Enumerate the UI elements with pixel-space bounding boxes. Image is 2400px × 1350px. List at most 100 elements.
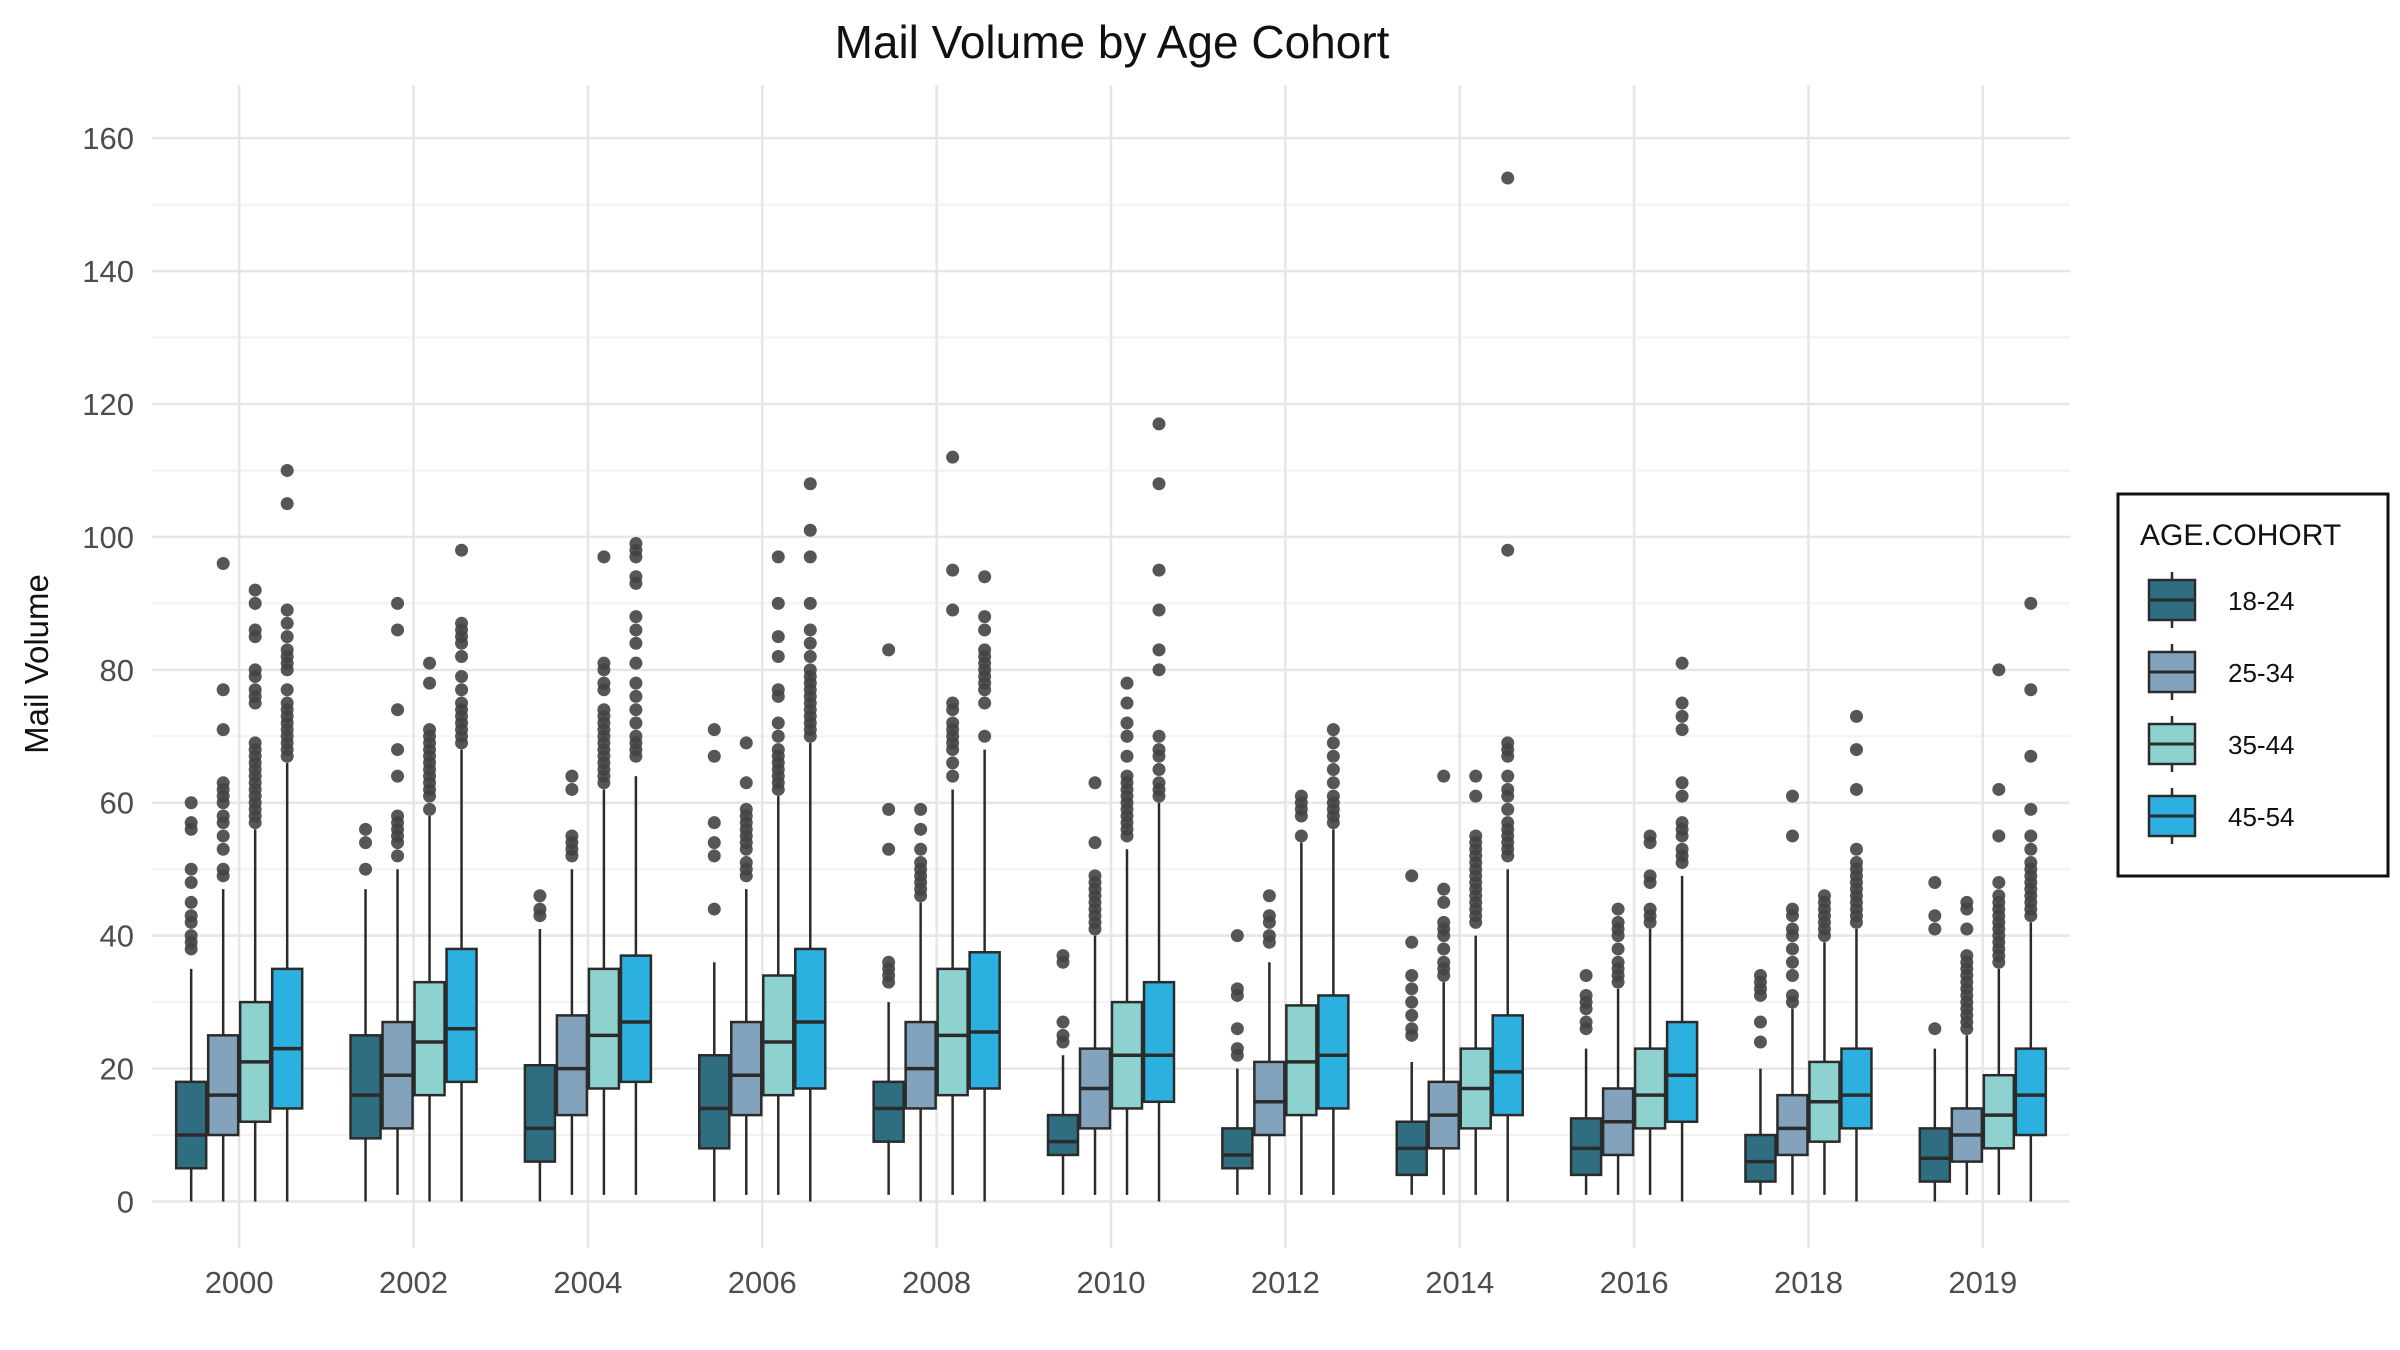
outlier-point bbox=[1230, 1042, 1244, 1056]
outlier-point bbox=[803, 636, 817, 650]
outlier-point bbox=[1675, 723, 1689, 737]
outlier-point bbox=[216, 556, 230, 570]
y-tick-label: 160 bbox=[82, 121, 134, 156]
box-body bbox=[1665, 1020, 1699, 1123]
outlier-point bbox=[1611, 915, 1625, 929]
outlier-point bbox=[1152, 563, 1166, 577]
x-tick-label: 2014 bbox=[1425, 1265, 1494, 1300]
outlier-point bbox=[565, 782, 579, 796]
outlier-point bbox=[1469, 789, 1483, 803]
outlier-point bbox=[1230, 1022, 1244, 1036]
outlier-point bbox=[1992, 782, 2006, 796]
outlier-point bbox=[1262, 909, 1276, 923]
outlier-point bbox=[1611, 942, 1625, 956]
legend-title: AGE.COHORT bbox=[2140, 519, 2341, 552]
outlier-point bbox=[2024, 749, 2038, 763]
outlier-point bbox=[280, 696, 294, 710]
outlier-point bbox=[1326, 749, 1340, 763]
outlier-point bbox=[1611, 902, 1625, 916]
outlier-point bbox=[533, 889, 547, 903]
box-35-44-2016 bbox=[1633, 829, 1667, 1195]
outlier-point bbox=[978, 643, 992, 657]
y-tick-labels: 0 20 40 60 80 100 120 140 160 bbox=[82, 121, 134, 1219]
box-body bbox=[587, 967, 621, 1090]
outlier-point bbox=[1675, 656, 1689, 670]
y-tick-label: 40 bbox=[100, 919, 134, 954]
box-body bbox=[1491, 1014, 1524, 1117]
box-18-24-2014 bbox=[1395, 869, 1428, 1195]
box-body bbox=[1317, 994, 1350, 1110]
outlier-point bbox=[1501, 769, 1515, 783]
outlier-point bbox=[359, 822, 373, 836]
outlier-point bbox=[803, 523, 817, 537]
outlier-point bbox=[946, 603, 960, 617]
box-25-34-2006 bbox=[730, 736, 763, 1195]
y-tick-label: 60 bbox=[100, 786, 134, 821]
outlier-point bbox=[2024, 802, 2038, 816]
outlier-point bbox=[216, 683, 230, 697]
outlier-point bbox=[184, 875, 198, 889]
outlier-point bbox=[216, 723, 230, 737]
outlier-point bbox=[280, 497, 294, 511]
outlier-point bbox=[978, 623, 992, 637]
outlier-point bbox=[1230, 929, 1244, 943]
box-body bbox=[762, 974, 795, 1097]
box-25-34-2014 bbox=[1427, 769, 1460, 1195]
outlier-point bbox=[1437, 769, 1451, 783]
outlier-point bbox=[1643, 869, 1657, 883]
box-body bbox=[1776, 1093, 1809, 1157]
legend-label: 45-54 bbox=[2228, 802, 2295, 832]
legend-label: 18-24 bbox=[2228, 586, 2295, 616]
outlier-point bbox=[1056, 1028, 1070, 1042]
outlier-point bbox=[1437, 955, 1451, 969]
outlier-point bbox=[597, 676, 611, 690]
outlier-point bbox=[423, 656, 437, 670]
box-body bbox=[1046, 1113, 1080, 1157]
outlier-point bbox=[946, 450, 960, 464]
y-tick-label: 0 bbox=[117, 1184, 134, 1219]
outlier-point bbox=[946, 696, 960, 710]
outlier-point bbox=[1120, 716, 1134, 730]
outlier-point bbox=[216, 842, 230, 856]
box-18-24-2008 bbox=[872, 643, 905, 1195]
legend-label: 25-34 bbox=[2228, 658, 2295, 688]
outlier-point bbox=[597, 703, 611, 717]
legend-label: 35-44 bbox=[2228, 730, 2295, 760]
outlier-point bbox=[1152, 663, 1166, 677]
outlier-point bbox=[1785, 969, 1799, 983]
outlier-point bbox=[1675, 696, 1689, 710]
x-tick-label: 2000 bbox=[205, 1265, 274, 1300]
outlier-point bbox=[216, 862, 230, 876]
outlier-point bbox=[1785, 902, 1799, 916]
x-tick-label: 2019 bbox=[1948, 1265, 2017, 1300]
outlier-point bbox=[629, 716, 643, 730]
outlier-point bbox=[914, 856, 928, 870]
outlier-point bbox=[1326, 723, 1340, 737]
outlier-point bbox=[1579, 1015, 1593, 1029]
outlier-point bbox=[1088, 776, 1102, 790]
outlier-point bbox=[1928, 922, 1942, 936]
box-35-44-2014 bbox=[1459, 769, 1492, 1195]
box-25-34-2019 bbox=[1950, 895, 1984, 1195]
outlier-point bbox=[1785, 922, 1799, 936]
outlier-point bbox=[184, 895, 198, 909]
outlier-point bbox=[1088, 869, 1102, 883]
outlier-point bbox=[184, 929, 198, 943]
outlier-point bbox=[803, 477, 817, 491]
y-tick-label: 120 bbox=[82, 387, 134, 422]
outlier-point bbox=[1405, 935, 1419, 949]
box-body bbox=[1918, 1127, 1952, 1183]
outlier-point bbox=[1152, 743, 1166, 757]
outlier-point bbox=[1405, 1008, 1419, 1022]
outlier-point bbox=[1992, 829, 2006, 843]
outlier-point bbox=[1230, 982, 1244, 996]
outlier-point bbox=[946, 756, 960, 770]
outlier-point bbox=[248, 623, 262, 637]
outlier-point bbox=[280, 463, 294, 477]
outlier-point bbox=[1501, 736, 1515, 750]
outlier-point bbox=[1294, 789, 1308, 803]
outlier-point bbox=[1437, 895, 1451, 909]
outlier-point bbox=[914, 802, 928, 816]
outlier-point bbox=[707, 816, 721, 830]
outlier-point bbox=[1152, 603, 1166, 617]
